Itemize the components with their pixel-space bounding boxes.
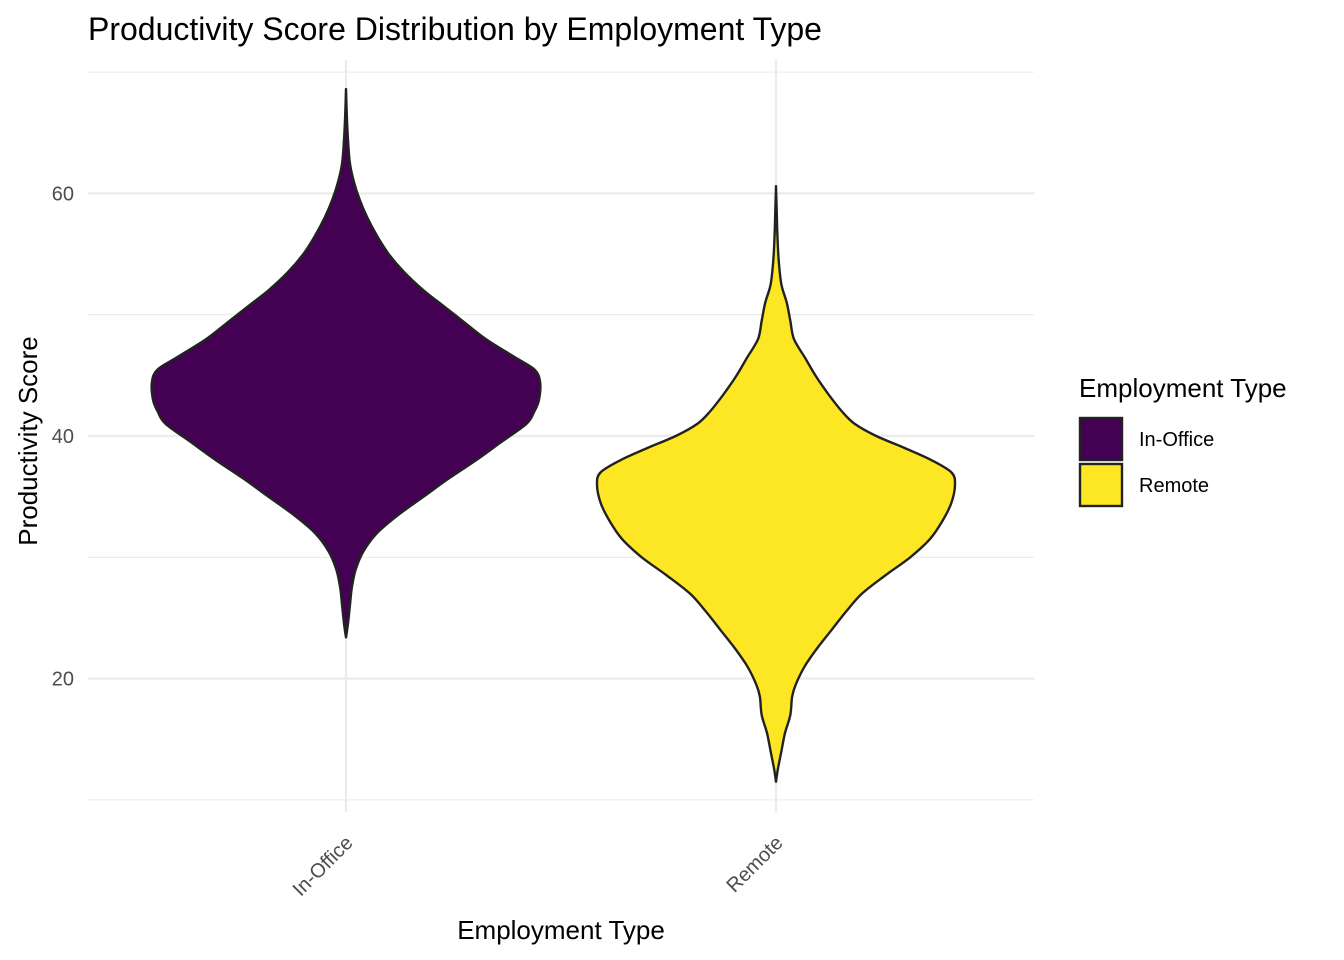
y-axis-ticks: 20 40 60: [52, 183, 74, 690]
y-axis-title: Productivity Score: [13, 336, 43, 546]
violin-in-office: [150, 87, 542, 639]
legend-label: In-Office: [1139, 429, 1214, 451]
chart-title: Productivity Score Distribution by Emplo…: [88, 11, 822, 47]
violin-remote: [595, 184, 957, 783]
legend-title: Employment Type: [1079, 373, 1287, 403]
y-tick-label: 20: [52, 669, 74, 691]
legend-key-remote: [1078, 462, 1124, 508]
x-axis-title: Employment Type: [457, 915, 665, 945]
y-tick-label: 40: [52, 426, 74, 448]
violin-layer: [150, 87, 957, 783]
legend-key-in-office: [1078, 416, 1124, 462]
y-tick-label: 60: [52, 183, 74, 205]
legend-label: Remote: [1139, 475, 1209, 497]
legend: Employment Type In-Office Remote: [1078, 373, 1287, 508]
